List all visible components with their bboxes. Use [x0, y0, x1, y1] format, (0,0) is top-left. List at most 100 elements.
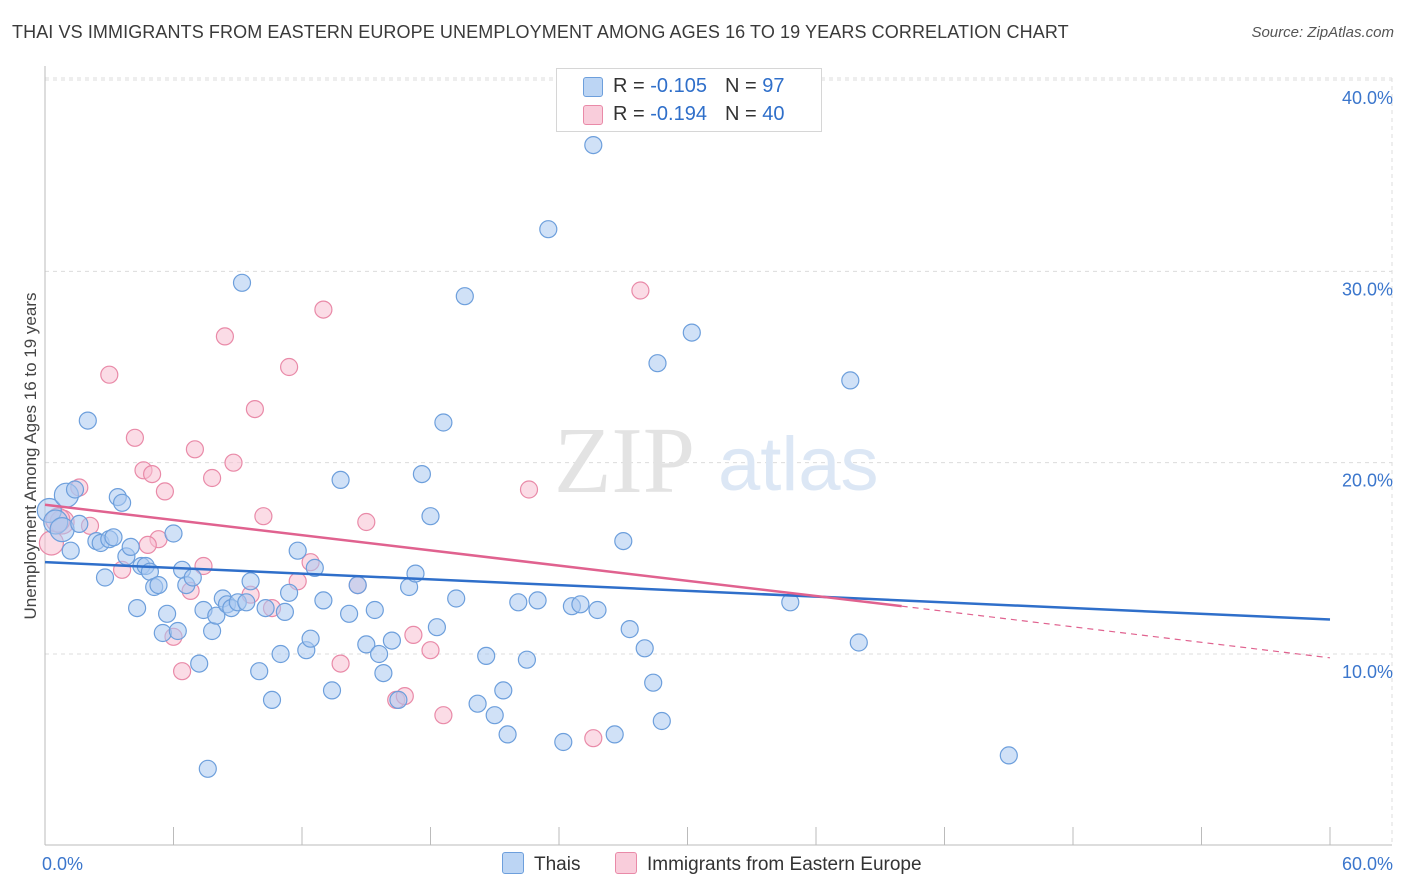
thais-point-24 — [158, 604, 177, 623]
thais-point-68 — [434, 413, 453, 432]
thais-point-7 — [78, 411, 97, 430]
immigrants-point-22 — [280, 357, 299, 377]
thais-point-29 — [183, 568, 202, 587]
thais-point-92 — [682, 323, 701, 342]
thais-point-95 — [849, 633, 868, 652]
thais-point-57 — [357, 635, 376, 654]
thais-r-value: -0.105 — [650, 75, 707, 97]
immigrants-point-34 — [584, 729, 603, 748]
tick-labels: 10.0% 20.0% 30.0% 40.0% 0.0% 60.0% — [42, 88, 1393, 874]
immigrants-point-17 — [215, 327, 234, 346]
thais-point-53 — [322, 681, 342, 700]
legend-item-immigrants[interactable]: Immigrants from Eastern Europe — [615, 852, 922, 876]
thais-point-2 — [49, 516, 75, 543]
thais-point-25 — [164, 524, 183, 543]
thais-point-46 — [275, 602, 294, 622]
thais-point-48 — [288, 541, 307, 560]
immigrants-r-value: -0.194 — [650, 103, 707, 125]
x-tick-label-max: 60.0% — [1342, 854, 1393, 874]
thais-point-70 — [455, 287, 474, 306]
chart-title: THAI VS IMMIGRANTS FROM EASTERN EUROPE U… — [12, 22, 1069, 42]
thais-point-83 — [584, 136, 603, 155]
thais-point-59 — [370, 644, 389, 664]
legend-row-immigrants: R = -0.194 N = 40 — [557, 101, 821, 129]
thais-point-42 — [250, 662, 269, 681]
thais-point-39 — [232, 273, 252, 292]
thais-point-89 — [644, 673, 663, 692]
thais-point-74 — [494, 681, 513, 700]
thais-point-77 — [517, 650, 537, 669]
thais-point-90 — [648, 354, 667, 373]
thais-point-33 — [203, 621, 222, 641]
thais-point-52 — [314, 591, 333, 610]
immigrants-point-16 — [203, 468, 222, 488]
y-tick-label-3: 40.0% — [1342, 88, 1393, 108]
immigrants-point-31 — [421, 641, 440, 660]
immigrants-point-18 — [224, 453, 243, 472]
thais-point-85 — [605, 725, 624, 744]
legend-label-thais: Thais — [534, 854, 581, 875]
legend-item-thais[interactable]: Thais — [502, 852, 580, 876]
immigrants-point-30 — [404, 625, 423, 645]
thais-point-10 — [95, 568, 115, 587]
thais-point-51 — [305, 558, 324, 578]
y-tick-label-0: 10.0% — [1342, 662, 1393, 682]
immigrants-point-25 — [314, 300, 333, 319]
thais-point-88 — [635, 639, 654, 658]
immigrants-point-8 — [143, 465, 162, 484]
thais-point-4 — [61, 541, 80, 560]
thais-point-50 — [301, 629, 320, 648]
immigrants-point-20 — [254, 507, 273, 526]
immigrants-point-6 — [125, 428, 144, 447]
thais-point-14 — [112, 493, 132, 512]
immigrants-trend-line — [44, 503, 902, 608]
immigrants-trend-extension — [901, 605, 1331, 659]
thais-point-43 — [256, 598, 275, 618]
immigrants-swatch — [583, 105, 603, 125]
legend-text-immigrants: R = -0.194 N = 40 — [613, 103, 785, 125]
x-tick-label-min: 0.0% — [42, 854, 83, 874]
immigrants-point-35 — [631, 281, 650, 300]
y-tick-label-2: 30.0% — [1342, 279, 1393, 299]
y-axis-title: Unemployment Among Ages 16 to 19 years — [21, 293, 40, 620]
thais-point-82 — [571, 595, 590, 614]
immigrants-point-14 — [185, 440, 204, 459]
thais-point-54 — [331, 470, 350, 489]
thais-point-76 — [509, 593, 528, 612]
thais-point-26 — [168, 621, 187, 641]
immigrants-point-12 — [173, 662, 192, 681]
thais-point-73 — [485, 706, 504, 725]
thais-point-47 — [280, 583, 299, 602]
thais-point-30 — [190, 654, 209, 673]
thais-point-12 — [104, 528, 123, 547]
thais-point-41 — [241, 572, 260, 591]
thais-point-55 — [340, 604, 359, 623]
thais-swatch — [583, 77, 603, 97]
thais-point-96 — [999, 746, 1018, 765]
source-label: Source: ZipAtlas.com — [1251, 24, 1394, 41]
correlation-legend: R = -0.105 N = 97 R = -0.194 N = 40 — [556, 68, 822, 132]
immigrants-point-33 — [519, 480, 539, 499]
thais-point-6 — [70, 514, 89, 534]
thais-point-5 — [65, 480, 85, 499]
thais-trend-line — [44, 560, 1331, 621]
legend-text-thais: R = -0.105 N = 97 — [613, 75, 785, 97]
y-tick-label-1: 20.0% — [1342, 471, 1393, 491]
immigrants-legend-swatch — [615, 852, 637, 874]
immigrants-point-28 — [357, 512, 376, 532]
thais-point-91 — [652, 711, 671, 731]
immigrants-n-value: 40 — [762, 103, 785, 125]
immigrants-point-10 — [155, 482, 174, 501]
legend-label-immigrants: Immigrants from Eastern Europe — [647, 854, 922, 875]
watermark: ZIP atlas — [554, 409, 879, 513]
thais-point-86 — [614, 531, 633, 551]
thais-point-22 — [149, 575, 168, 595]
trend-lines — [44, 503, 1331, 659]
thais-point-71 — [468, 694, 487, 713]
thais-point-62 — [389, 690, 408, 710]
watermark-zip: ZIP — [554, 409, 695, 513]
thais-point-56 — [348, 575, 367, 595]
thais-point-72 — [477, 646, 496, 666]
watermark-atlas: atlas — [718, 422, 879, 507]
